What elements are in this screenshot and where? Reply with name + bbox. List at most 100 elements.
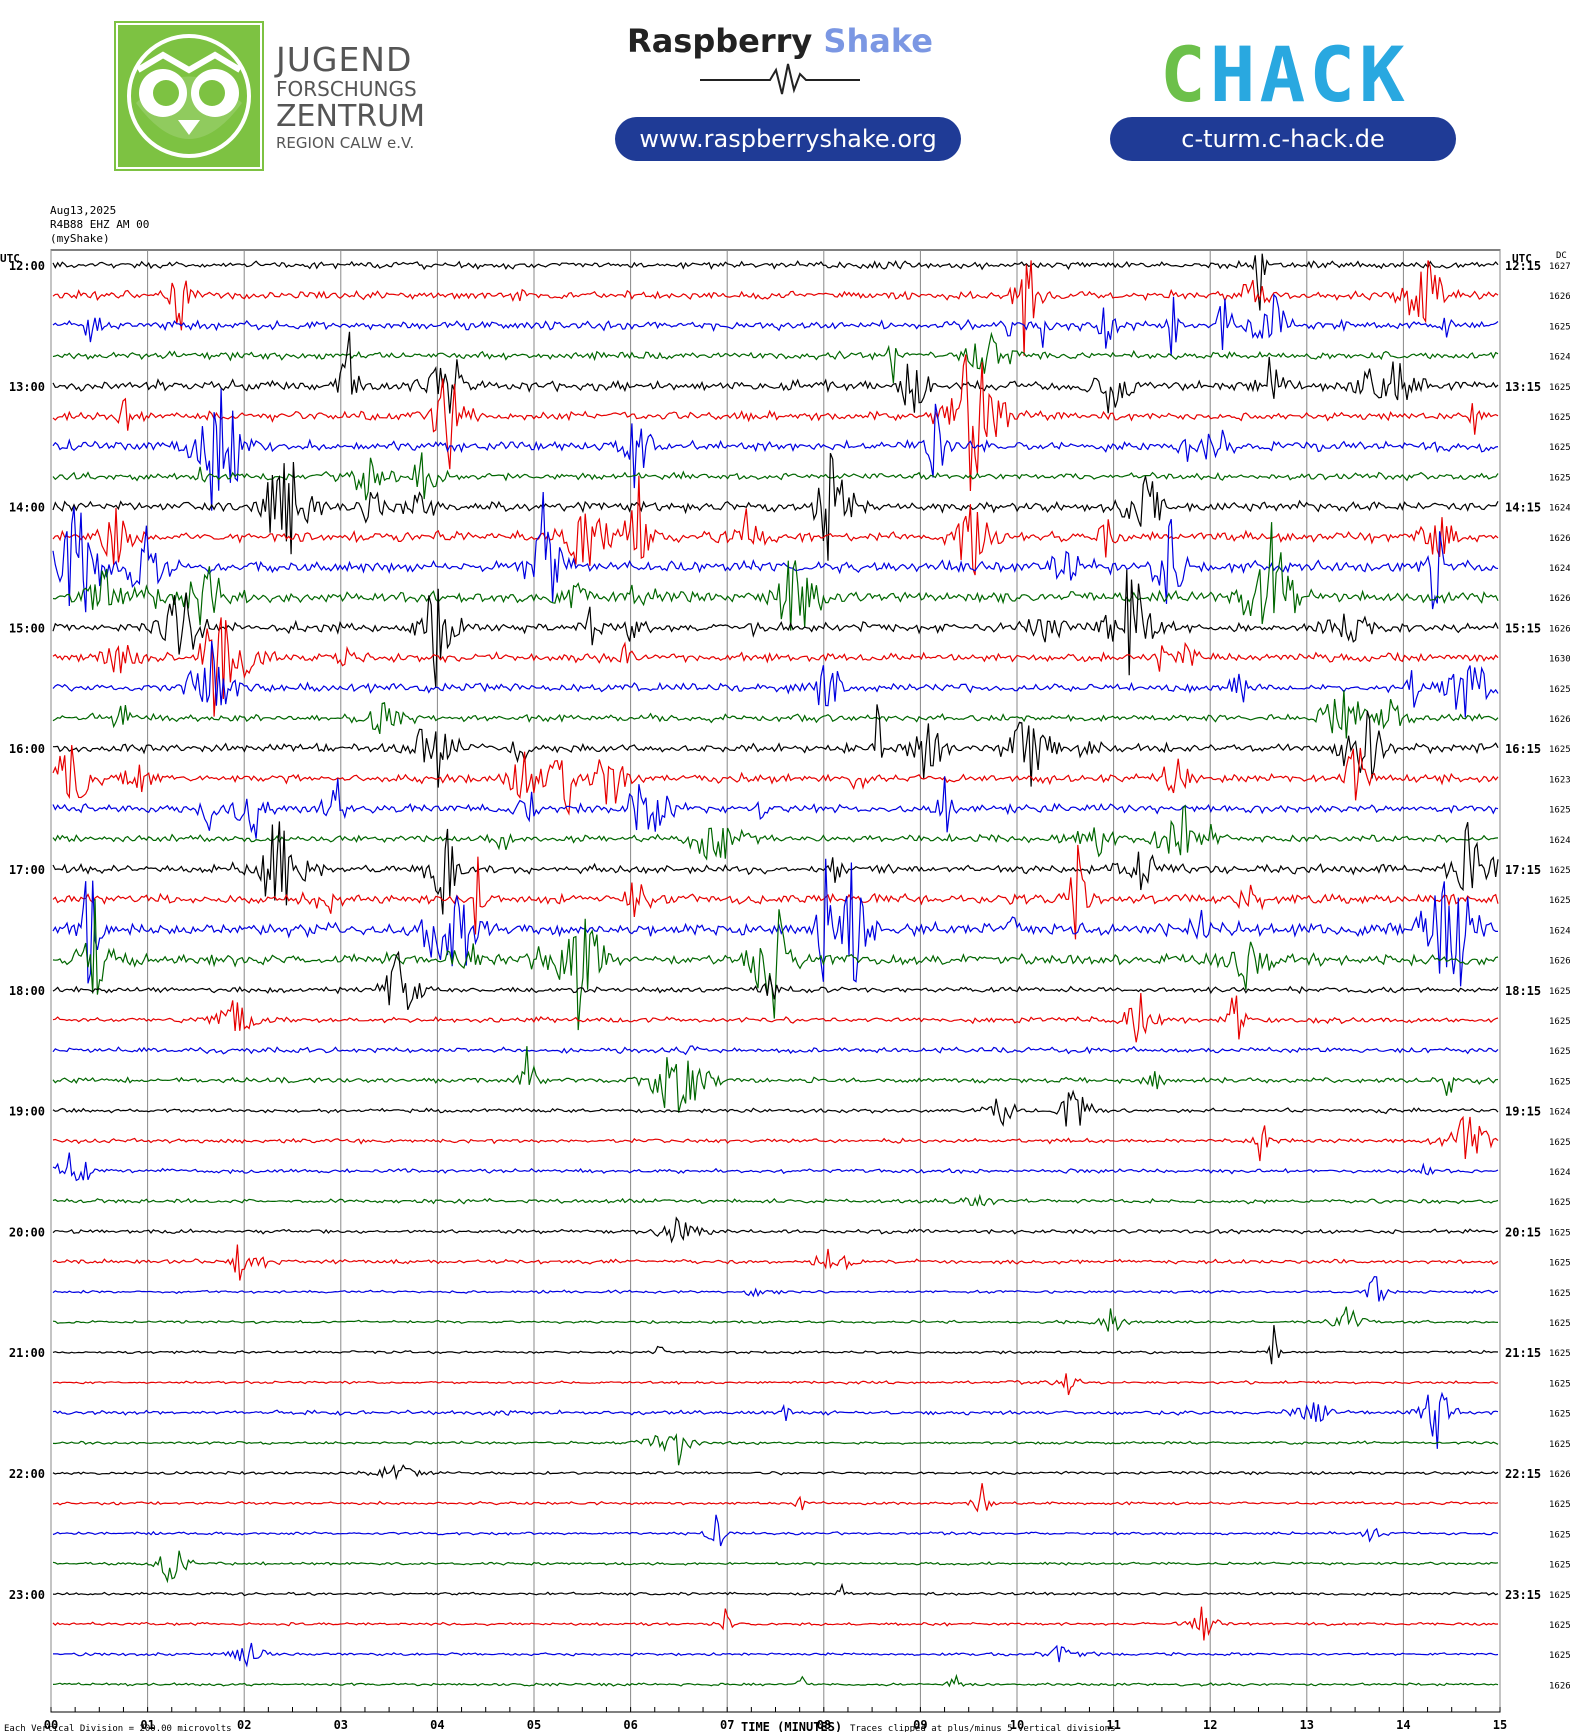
raspberryshake-url-link[interactable]: www.raspberryshake.org bbox=[615, 117, 961, 161]
seismogram-trace bbox=[52, 1582, 1499, 1597]
hour-label-right: 16:15 bbox=[1505, 742, 1541, 756]
seismogram-trace bbox=[52, 452, 1499, 561]
x-tick-label: 06 bbox=[623, 1718, 637, 1732]
x-tick-label: 00 bbox=[44, 1718, 58, 1732]
seismogram-trace bbox=[52, 522, 1499, 631]
seismogram-trace bbox=[52, 745, 1499, 816]
hour-label-right: 13:15 bbox=[1505, 380, 1541, 394]
jfz-wordmark: JUGEND FORSCHUNGS ZENTRUM REGION CALW e.… bbox=[276, 43, 425, 151]
dc-value: 16255 bbox=[1549, 1319, 1570, 1329]
dc-value: 16254 bbox=[1549, 1138, 1570, 1148]
dc-value: 16259 bbox=[1549, 896, 1570, 906]
hour-label-right: 12:15 bbox=[1505, 259, 1541, 273]
dc-value: 16264 bbox=[1549, 624, 1570, 634]
hour-label-left: 16:00 bbox=[9, 742, 45, 756]
seismogram-trace bbox=[52, 640, 1499, 718]
dc-value: 16247 bbox=[1549, 1108, 1570, 1118]
seismogram-trace bbox=[52, 1432, 1499, 1466]
chack-logo: CHACK bbox=[1160, 30, 1409, 119]
dc-value: 16256 bbox=[1549, 322, 1570, 332]
dc-value: 16256 bbox=[1549, 1440, 1570, 1450]
dc-value: 16303 bbox=[1549, 655, 1570, 665]
seismogram-trace bbox=[52, 331, 1499, 414]
dc-value: 16258 bbox=[1549, 383, 1570, 393]
seismogram-trace bbox=[52, 1089, 1499, 1127]
seismogram-trace bbox=[52, 950, 1499, 1011]
jfz-logo: JUGEND FORSCHUNGS ZENTRUM REGION CALW e.… bbox=[114, 21, 448, 171]
seismogram-trace bbox=[52, 617, 1499, 717]
raspberry-word: Raspberry bbox=[627, 22, 813, 60]
jfz-line2: FORSCHUNGS bbox=[276, 77, 417, 101]
dc-value: 16257 bbox=[1549, 1530, 1570, 1540]
x-tick-label: 15 bbox=[1493, 1718, 1507, 1732]
seismogram-trace bbox=[52, 491, 1499, 613]
dc-value: 16244 bbox=[1549, 353, 1570, 363]
seismogram-trace bbox=[52, 569, 1499, 689]
dc-value: 16240 bbox=[1549, 1168, 1570, 1178]
dc-value: 16256 bbox=[1549, 1349, 1570, 1359]
seismogram-trace bbox=[52, 1464, 1499, 1481]
x-tick-label: 12 bbox=[1203, 1718, 1217, 1732]
dc-value: 16258 bbox=[1549, 1621, 1570, 1631]
seismogram-trace bbox=[52, 993, 1499, 1043]
dc-value: 16264 bbox=[1549, 957, 1570, 967]
x-tick-label: 08 bbox=[817, 1718, 831, 1732]
hour-label-right: 14:15 bbox=[1505, 501, 1541, 515]
seismogram-trace bbox=[52, 898, 1499, 1031]
seismogram-trace bbox=[52, 253, 1499, 311]
x-tick-label: 11 bbox=[1106, 1718, 1120, 1732]
seismogram-trace bbox=[52, 331, 1499, 384]
seismogram-trace bbox=[52, 1673, 1499, 1688]
hour-label-right: 18:15 bbox=[1505, 984, 1541, 998]
seismogram-trace bbox=[52, 1046, 1499, 1113]
chack-rest-letters: HACK bbox=[1209, 30, 1409, 119]
hour-label-left: 12:00 bbox=[9, 259, 45, 273]
dc-value: 16250 bbox=[1549, 1077, 1570, 1087]
seismogram-trace bbox=[52, 1152, 1499, 1182]
seismogram-trace bbox=[52, 1642, 1499, 1668]
header-banner: JUGEND FORSCHUNGS ZENTRUM REGION CALW e.… bbox=[0, 0, 1570, 180]
station-meta: Aug13,2025 R4B88 EHZ AM 00 (myShake) bbox=[50, 204, 149, 246]
dc-value: 16247 bbox=[1549, 926, 1570, 936]
x-tick-label: 14 bbox=[1396, 1718, 1410, 1732]
dc-value: 16245 bbox=[1549, 836, 1570, 846]
dc-value: 16264 bbox=[1549, 534, 1570, 544]
hour-label-left: 15:00 bbox=[9, 621, 45, 635]
seismogram-trace bbox=[52, 1244, 1499, 1281]
x-tick-label: 05 bbox=[527, 1718, 541, 1732]
hour-label-right: 22:15 bbox=[1505, 1467, 1541, 1481]
dc-value: 16256 bbox=[1549, 866, 1570, 876]
seismic-wave-icon bbox=[700, 63, 860, 95]
shake-word: Shake bbox=[823, 22, 933, 60]
seismogram-trace bbox=[52, 690, 1499, 739]
chack-c-letter: C bbox=[1160, 30, 1210, 119]
seismogram-trace bbox=[52, 1193, 1499, 1207]
seismogram-trace bbox=[52, 1514, 1499, 1547]
meta-source: (myShake) bbox=[50, 232, 110, 245]
dc-value: 16275 bbox=[1549, 262, 1570, 272]
hour-label-right: 17:15 bbox=[1505, 863, 1541, 877]
hour-label-left: 14:00 bbox=[9, 501, 45, 515]
seismogram-trace bbox=[52, 475, 1499, 576]
seismogram-trace bbox=[52, 1325, 1499, 1365]
seismogram-trace bbox=[52, 354, 1499, 492]
seismogram-trace bbox=[52, 1483, 1499, 1513]
seismogram-trace bbox=[52, 1550, 1499, 1584]
hour-label-right: 19:15 bbox=[1505, 1105, 1541, 1119]
x-tick-label: 04 bbox=[430, 1718, 444, 1732]
left-utc-label: UTC bbox=[0, 252, 20, 265]
hour-label-left: 21:00 bbox=[9, 1346, 45, 1360]
seismogram-trace bbox=[52, 260, 1499, 356]
dc-value: 16260 bbox=[1549, 1681, 1570, 1691]
x-tick-label: 03 bbox=[334, 1718, 348, 1732]
chack-url-link[interactable]: c-turm.c-hack.de bbox=[1110, 117, 1456, 161]
jfz-line4: REGION CALW e.V. bbox=[276, 134, 415, 152]
hour-label-left: 23:00 bbox=[9, 1588, 45, 1602]
dc-value: 16265 bbox=[1549, 594, 1570, 604]
dc-value: 16265 bbox=[1549, 715, 1570, 725]
seismogram-trace bbox=[52, 1391, 1499, 1449]
